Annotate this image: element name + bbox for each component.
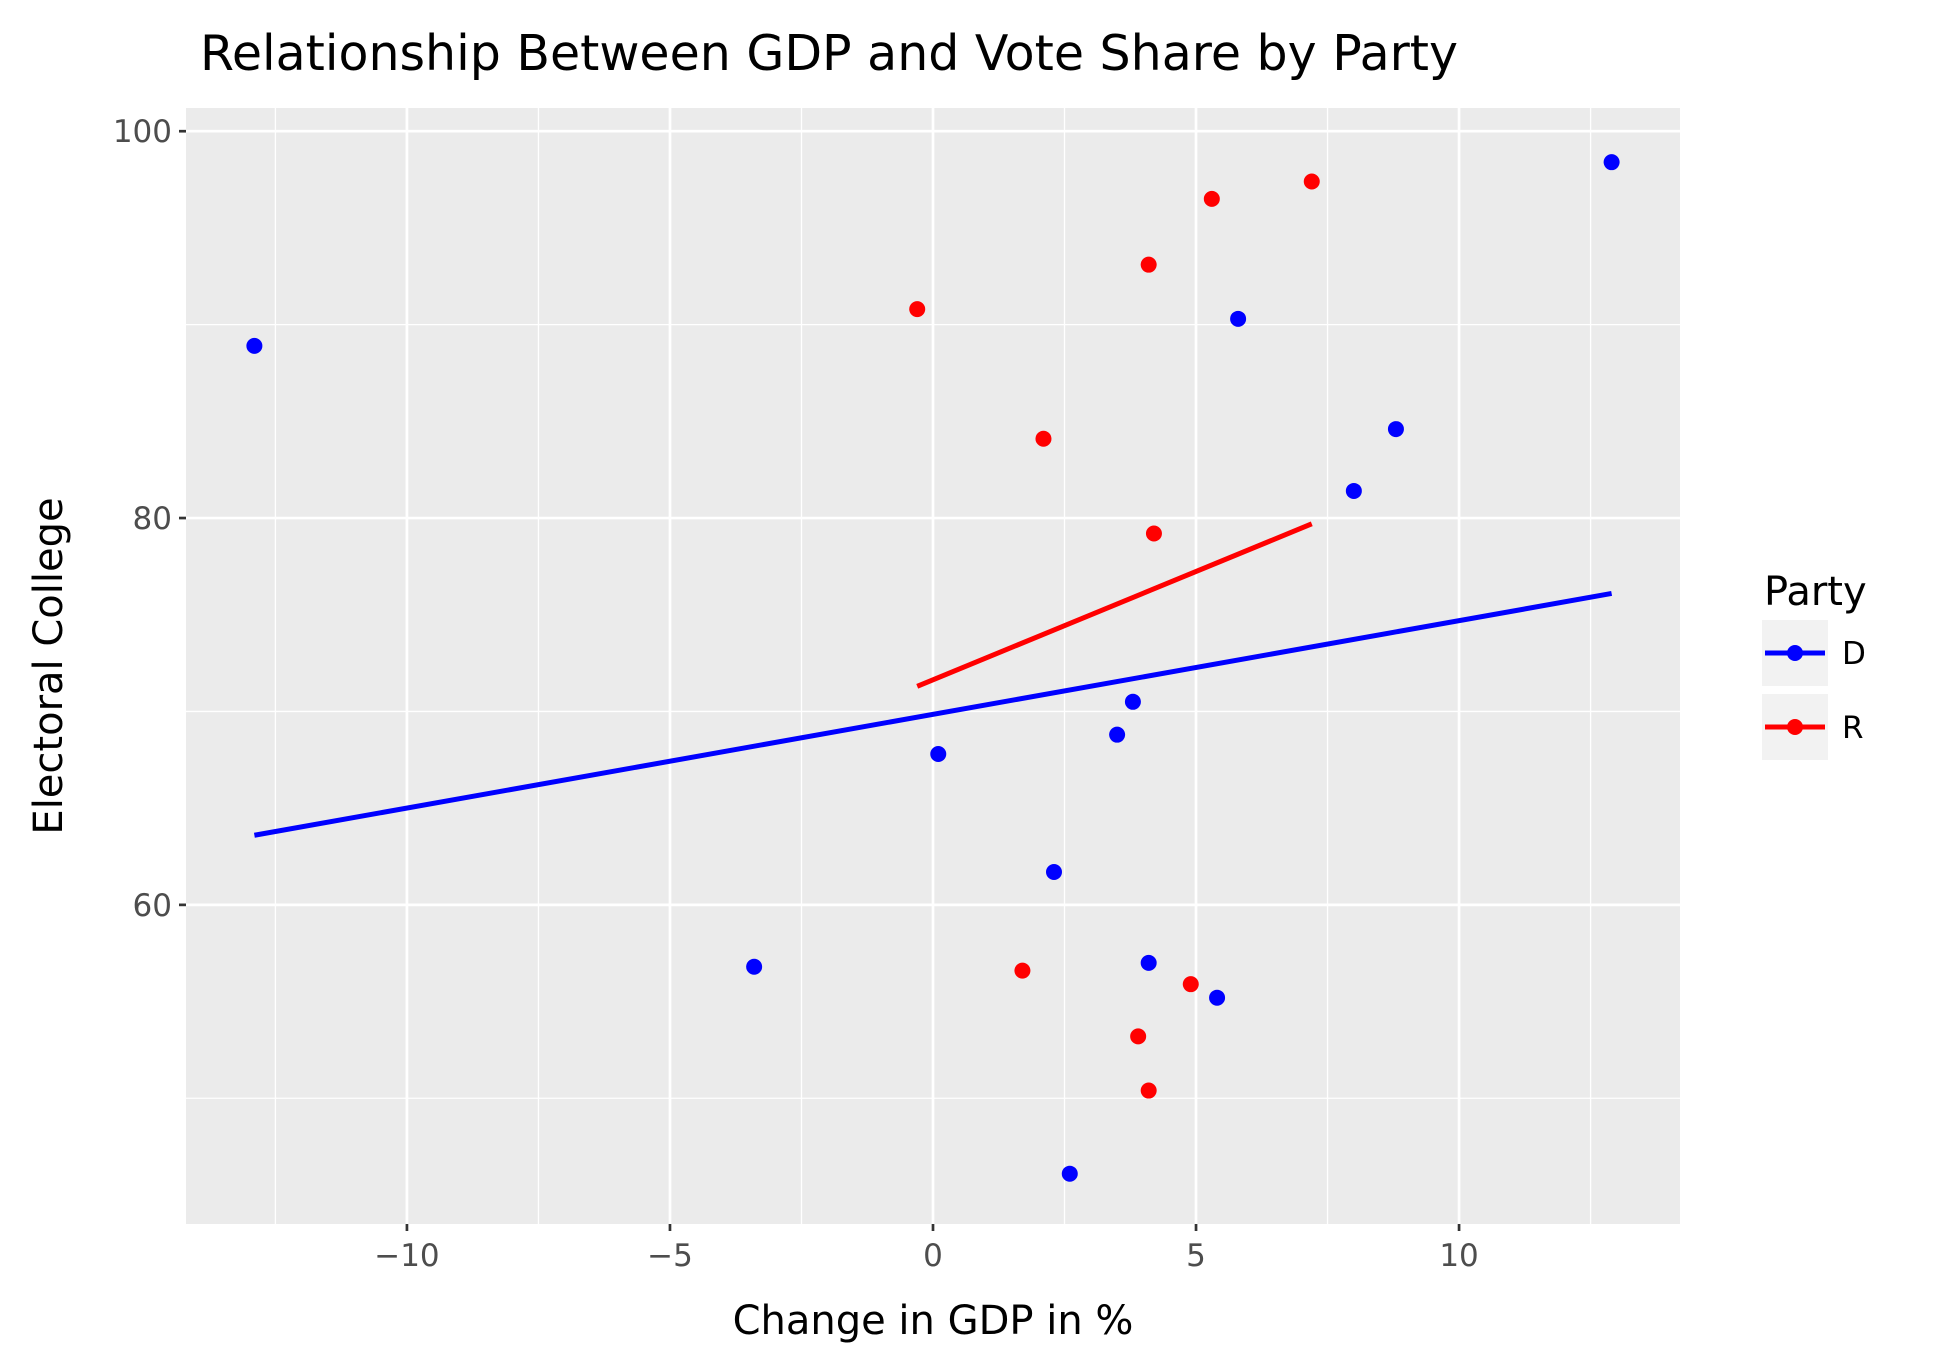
- grid-major: [186, 108, 1680, 1224]
- point-r: [1014, 962, 1031, 979]
- y-tick-label: 60: [133, 888, 172, 924]
- y-tick-label: 100: [113, 114, 172, 150]
- x-tick-label: 10: [1439, 1238, 1478, 1274]
- x-tick-label: 0: [923, 1238, 943, 1274]
- point-r: [1140, 1082, 1157, 1099]
- chart-title: Relationship Between GDP and Vote Share …: [200, 25, 1458, 82]
- x-tick-label: −10: [374, 1238, 439, 1274]
- x-axis-title: Change in GDP in %: [733, 1298, 1134, 1344]
- point-d: [1603, 154, 1620, 171]
- legend-label-r: R: [1842, 710, 1864, 746]
- fit-line-r: [916, 521, 1313, 689]
- legend-title: Party: [1764, 569, 1867, 615]
- point-r: [1140, 256, 1157, 273]
- legend-key-point: [1787, 719, 1803, 735]
- point-d: [1124, 693, 1141, 710]
- x-axis-ticks: −10 −5 0 5 10: [374, 1224, 1479, 1274]
- point-d: [1345, 482, 1362, 499]
- point-d: [1109, 726, 1126, 743]
- y-axis-title: Electoral College: [26, 497, 72, 834]
- point-d: [1230, 310, 1247, 327]
- data-points: [246, 154, 1620, 1182]
- y-axis-ticks: 60 80 100: [113, 114, 186, 924]
- point-r: [1303, 173, 1320, 190]
- point-r: [1130, 1028, 1147, 1045]
- point-d: [746, 958, 763, 975]
- point-d: [1387, 421, 1404, 438]
- x-tick-label: 5: [1186, 1238, 1206, 1274]
- legend: Party D R: [1762, 569, 1867, 760]
- point-r: [1035, 430, 1052, 447]
- point-r: [1145, 525, 1162, 542]
- point-r: [909, 301, 926, 318]
- point-d: [1140, 954, 1157, 971]
- legend-label-d: D: [1842, 636, 1866, 672]
- x-tick-label: −5: [647, 1238, 693, 1274]
- grid-minor: [186, 108, 1680, 1224]
- point-r: [1203, 190, 1220, 207]
- point-d: [1061, 1165, 1078, 1182]
- point-r: [1182, 976, 1199, 993]
- point-d: [930, 746, 947, 763]
- fit-lines: [253, 521, 1613, 838]
- legend-key-point: [1787, 645, 1803, 661]
- point-d: [246, 337, 263, 354]
- y-tick-label: 80: [133, 501, 172, 537]
- point-d: [1209, 989, 1226, 1006]
- point-d: [1045, 863, 1062, 880]
- fit-line-d: [253, 591, 1613, 838]
